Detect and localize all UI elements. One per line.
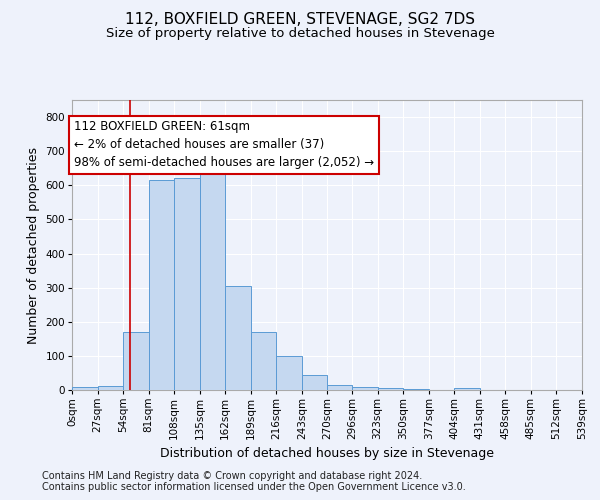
Text: Contains HM Land Registry data © Crown copyright and database right 2024.: Contains HM Land Registry data © Crown c…: [42, 471, 422, 481]
Bar: [377, 388, 403, 390]
Bar: [72, 388, 98, 390]
Bar: [454, 388, 480, 390]
Bar: [277, 356, 302, 390]
Text: Size of property relative to detached houses in Stevenage: Size of property relative to detached ho…: [106, 28, 494, 40]
Bar: [328, 385, 352, 390]
Text: Contains public sector information licensed under the Open Government Licence v3: Contains public sector information licen…: [42, 482, 466, 492]
Text: 112, BOXFIELD GREEN, STEVENAGE, SG2 7DS: 112, BOXFIELD GREEN, STEVENAGE, SG2 7DS: [125, 12, 475, 28]
Bar: [251, 332, 277, 390]
Bar: [123, 332, 149, 390]
Bar: [149, 180, 174, 390]
Y-axis label: Number of detached properties: Number of detached properties: [27, 146, 40, 344]
Bar: [200, 168, 225, 390]
X-axis label: Distribution of detached houses by size in Stevenage: Distribution of detached houses by size …: [160, 448, 494, 460]
Text: 112 BOXFIELD GREEN: 61sqm
← 2% of detached houses are smaller (37)
98% of semi-d: 112 BOXFIELD GREEN: 61sqm ← 2% of detach…: [74, 120, 374, 170]
Bar: [302, 374, 328, 390]
Bar: [352, 386, 377, 390]
Bar: [98, 386, 123, 390]
Bar: [174, 178, 200, 390]
Bar: [403, 389, 429, 390]
Bar: [225, 286, 251, 390]
